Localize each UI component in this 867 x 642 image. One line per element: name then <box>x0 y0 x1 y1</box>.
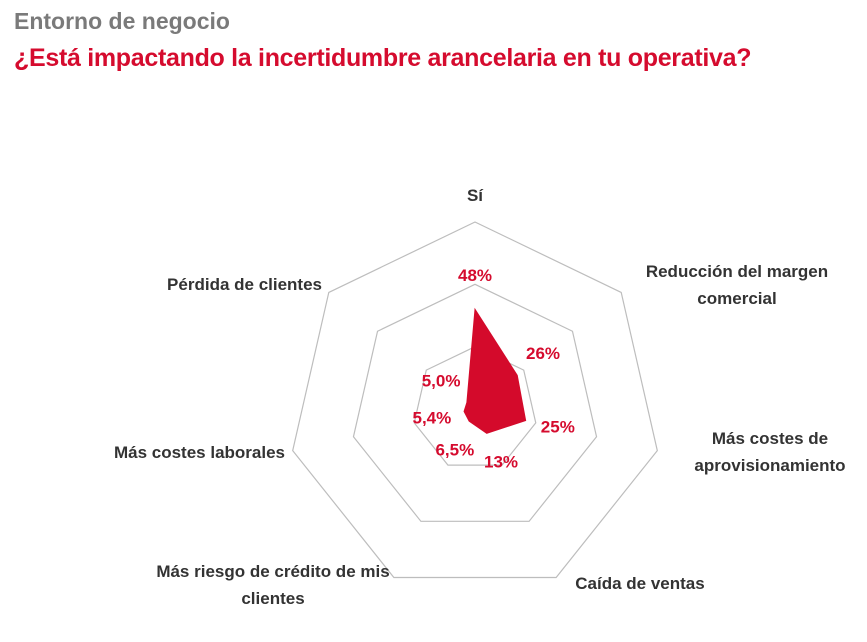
value-label: 48% <box>458 266 492 285</box>
grid-ring <box>413 346 537 466</box>
value-label: 5,4% <box>413 408 452 427</box>
category-label: Sí <box>466 186 484 205</box>
grid-ring <box>352 283 598 522</box>
value-label: 26% <box>526 344 560 363</box>
category-label: Pérdida de clientes <box>167 275 322 294</box>
value-label: 6,5% <box>435 440 474 459</box>
category-label: Más costes laborales <box>113 443 285 462</box>
page-subtitle: ¿Está impactando la incertidumbre arance… <box>14 44 752 72</box>
value-label: 5,0% <box>422 371 461 390</box>
category-label: Más riesgo de crédito de mis clientes <box>156 562 390 608</box>
category-label: Reducción del margen comercial <box>645 262 829 308</box>
value-label: 25% <box>541 417 575 436</box>
grid-ring <box>292 221 658 579</box>
category-label: Caída de ventas <box>575 574 705 593</box>
page-title: Entorno de negocio <box>14 8 230 34</box>
value-label: 13% <box>484 453 518 472</box>
radar-area <box>463 307 527 434</box>
category-label: Más costes de aprovisionamiento <box>694 429 846 475</box>
